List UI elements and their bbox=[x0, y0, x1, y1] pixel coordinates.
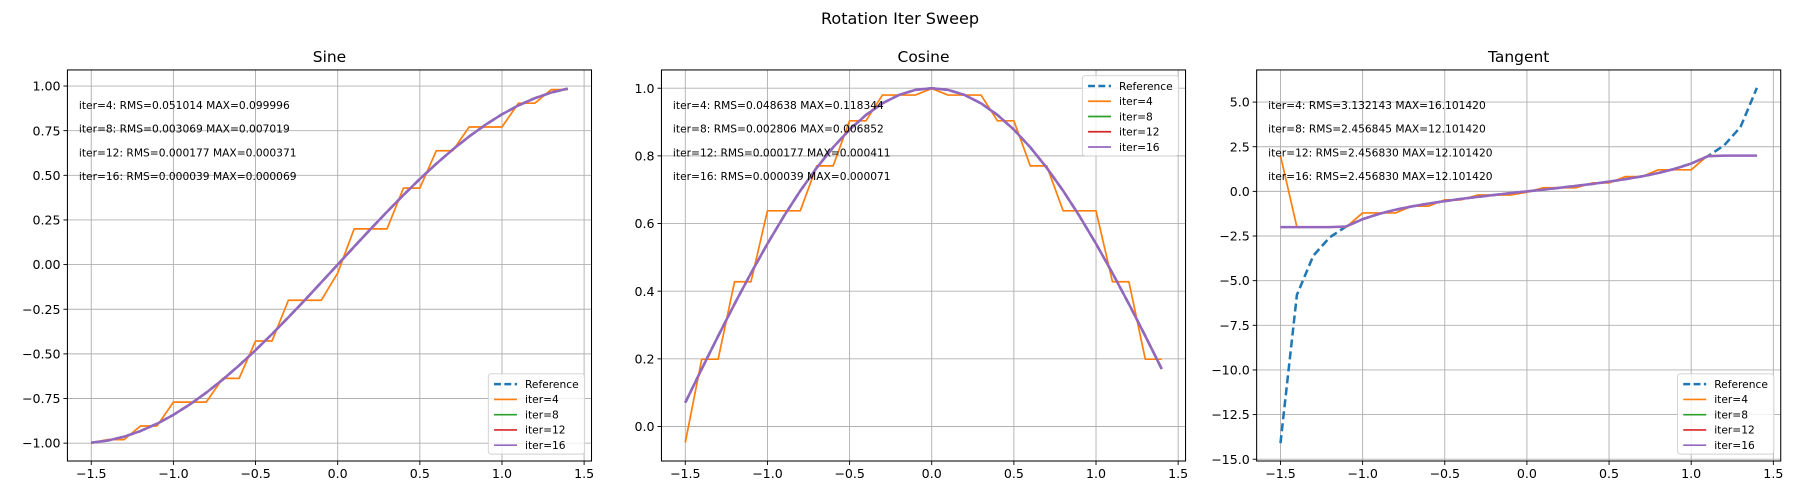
metrics-annotation: iter=8: RMS=0.002806 MAX=0.006852 bbox=[673, 123, 884, 136]
series-line-iter-4 bbox=[684, 87, 1162, 443]
legend: Reference iter=4 iter=8 iter=12 iter=16 bbox=[487, 373, 586, 455]
series-line-iter-16 bbox=[91, 87, 568, 444]
legend-label: iter=4 bbox=[1119, 95, 1153, 108]
x-tick-label: 1.5 bbox=[574, 466, 594, 481]
legend-box bbox=[1081, 75, 1180, 157]
legend-label: Reference bbox=[1119, 80, 1173, 93]
subplot-sine: Sine −1.5 −1.0 −0.5 0.0 0.5 1.0 1.5 −1.00 −0.75 −0… bbox=[22, 48, 594, 481]
y-tick-label: −7.5 bbox=[1219, 318, 1250, 333]
y-tick-label: −0.50 bbox=[22, 346, 61, 361]
metrics-annotation: iter=8: RMS=2.456845 MAX=12.101420 bbox=[1268, 123, 1486, 136]
series-group bbox=[684, 86, 1163, 443]
series-line-iter-4 bbox=[1279, 154, 1757, 228]
x-tick-label: −0.5 bbox=[240, 466, 271, 481]
metrics-annotation: iter=4: RMS=0.051014 MAX=0.099996 bbox=[79, 99, 290, 112]
legend-label: iter=16 bbox=[1714, 439, 1755, 452]
y-tick-label: 5.0 bbox=[1230, 95, 1250, 110]
x-tick-label: 1.5 bbox=[1763, 466, 1783, 481]
figure-title: Rotation Iter Sweep bbox=[821, 9, 979, 28]
legend-label: iter=4 bbox=[1714, 393, 1748, 406]
x-tick-label: −0.5 bbox=[1429, 466, 1460, 481]
y-tick-label: 1.0 bbox=[635, 81, 655, 96]
legend-label: iter=4 bbox=[525, 393, 559, 406]
y-tick-label: −10.0 bbox=[1211, 363, 1250, 378]
legend: Reference iter=4 iter=8 iter=12 iter=16 bbox=[1081, 75, 1180, 157]
legend-label: iter=12 bbox=[1714, 424, 1755, 437]
y-tick-label: 0.2 bbox=[635, 351, 655, 366]
series-line-iter-16 bbox=[1280, 154, 1757, 229]
y-tick-label: −0.75 bbox=[22, 391, 61, 406]
y-tick-label: −0.25 bbox=[22, 302, 61, 317]
x-tick-label: 0.0 bbox=[1517, 466, 1537, 481]
x-tick-label: 0.0 bbox=[922, 466, 942, 481]
legend-label: Reference bbox=[525, 378, 579, 391]
y-tick-label: 2.5 bbox=[1230, 139, 1250, 154]
legend-label: iter=12 bbox=[525, 424, 566, 437]
x-tick-label: −1.5 bbox=[76, 466, 107, 481]
y-tick-label: −2.5 bbox=[1219, 229, 1250, 244]
metrics-annotation: iter=4: RMS=0.048638 MAX=0.118344 bbox=[673, 99, 884, 112]
x-tick-label: 0.5 bbox=[410, 466, 430, 481]
legend-label: iter=8 bbox=[1714, 408, 1748, 421]
y-tick-label: −5.0 bbox=[1219, 273, 1250, 288]
subplot-cosine: Cosine −1.5 −1.0 −0.5 0.0 0.5 1.0 1.5 0.0 0.2 0.4 0… bbox=[635, 48, 1189, 481]
series-line-iter-16 bbox=[684, 86, 1163, 404]
legend: Reference iter=4 iter=8 iter=12 iter=16 bbox=[1677, 373, 1775, 455]
x-tick-label: −1.5 bbox=[670, 466, 701, 481]
y-tick-label: −12.5 bbox=[1211, 407, 1250, 422]
subplot-title: Tangent bbox=[1487, 48, 1549, 66]
x-tick-label: −1.0 bbox=[158, 466, 189, 481]
metrics-annotation: iter=16: RMS=0.000039 MAX=0.000071 bbox=[673, 170, 891, 183]
y-tick-label: −15.0 bbox=[1211, 452, 1250, 467]
y-tick-label: −1.00 bbox=[22, 436, 61, 451]
metrics-annotation: iter=16: RMS=2.456830 MAX=12.101420 bbox=[1268, 170, 1493, 183]
axes-frame bbox=[660, 69, 1187, 462]
legend-label: iter=12 bbox=[1119, 126, 1160, 139]
metrics-annotation: iter=12: RMS=2.456830 MAX=12.101420 bbox=[1268, 146, 1493, 159]
x-tick-label: 1.5 bbox=[1168, 466, 1188, 481]
legend-label: iter=16 bbox=[525, 439, 566, 452]
x-tick-label: −1.0 bbox=[1347, 466, 1378, 481]
x-tick-label: 0.5 bbox=[1599, 466, 1619, 481]
y-tick-label: 1.00 bbox=[32, 79, 60, 94]
metrics-annotation: iter=16: RMS=0.000039 MAX=0.000069 bbox=[79, 170, 297, 183]
x-tick-label: 1.0 bbox=[492, 466, 512, 481]
legend-label: iter=16 bbox=[1119, 141, 1160, 154]
y-tick-label: 0.75 bbox=[32, 123, 60, 138]
legend-box bbox=[1677, 373, 1775, 455]
x-tick-label: −0.5 bbox=[834, 466, 865, 481]
x-tick-label: −1.0 bbox=[752, 466, 783, 481]
axes-frame bbox=[66, 69, 593, 462]
axes-frame bbox=[1256, 69, 1782, 462]
subplot-title: Sine bbox=[313, 48, 346, 66]
series-group bbox=[1279, 87, 1759, 444]
y-tick-label: 0.25 bbox=[32, 213, 60, 228]
subplot-tangent: Tangent −1.5 −1.0 −0.5 0.0 0.5 1.0 1.5 −15.0 −12.… bbox=[1211, 48, 1783, 481]
metrics-annotation: iter=12: RMS=0.000177 MAX=0.000371 bbox=[79, 146, 297, 159]
y-tick-label: 0.6 bbox=[635, 216, 655, 231]
x-tick-label: 1.0 bbox=[1086, 466, 1106, 481]
metrics-annotation: iter=12: RMS=0.000177 MAX=0.000411 bbox=[673, 146, 891, 159]
metrics-annotation: iter=8: RMS=0.003069 MAX=0.007019 bbox=[79, 123, 290, 136]
y-tick-label: 0.50 bbox=[32, 168, 60, 183]
x-tick-label: 0.0 bbox=[328, 466, 348, 481]
x-tick-label: 0.5 bbox=[1004, 466, 1024, 481]
series-line-iter-4 bbox=[91, 88, 568, 444]
y-tick-label: 0.8 bbox=[635, 148, 655, 163]
y-tick-label: 0.0 bbox=[635, 419, 655, 434]
legend-box bbox=[487, 373, 586, 455]
metrics-annotation: iter=4: RMS=3.132143 MAX=16.101420 bbox=[1268, 99, 1486, 112]
y-tick-label: 0.00 bbox=[32, 257, 60, 272]
x-tick-label: 1.0 bbox=[1681, 466, 1701, 481]
legend-label: iter=8 bbox=[525, 408, 559, 421]
x-tick-label: −1.5 bbox=[1265, 466, 1296, 481]
legend-label: iter=8 bbox=[1119, 110, 1153, 123]
subplot-title: Cosine bbox=[898, 48, 950, 66]
y-tick-label: 0.0 bbox=[1230, 184, 1250, 199]
y-tick-label: 0.4 bbox=[635, 284, 655, 299]
series-group bbox=[91, 87, 568, 444]
legend-label: Reference bbox=[1714, 378, 1768, 391]
